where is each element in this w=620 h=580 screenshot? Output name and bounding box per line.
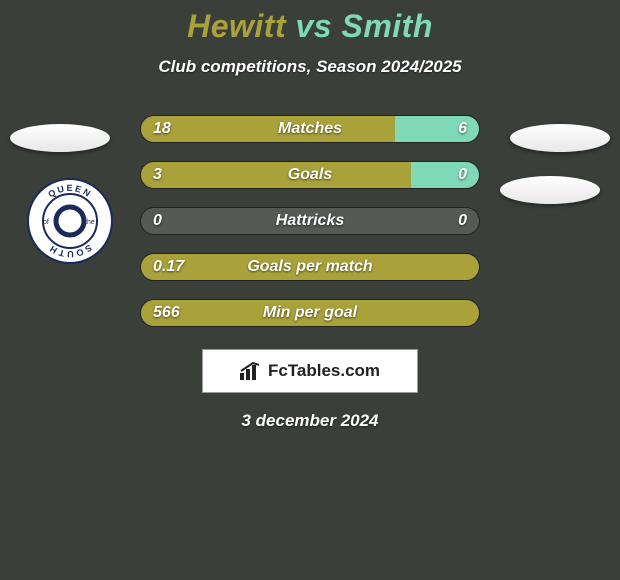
stat-value-left: 18: [153, 120, 171, 138]
stat-fill-right: [411, 162, 479, 188]
stat-value-left: 566: [153, 304, 180, 322]
comparison-title: Hewitt vs Smith: [0, 8, 620, 45]
stat-fill-left: [141, 116, 395, 142]
stat-value-right: 6: [458, 120, 467, 138]
stat-row: 18 6 Matches: [140, 115, 480, 143]
stat-label: Hattricks: [276, 212, 344, 230]
stat-value-right: 0: [458, 212, 467, 230]
stat-fill-left: [141, 162, 411, 188]
subtitle: Club competitions, Season 2024/2025: [0, 57, 620, 77]
stat-label: Goals: [288, 166, 332, 184]
date-label: 3 december 2024: [0, 411, 620, 431]
brand-label: FcTables.com: [268, 361, 380, 381]
stat-value-right: 0: [458, 166, 467, 184]
stat-value-left: 0: [153, 212, 162, 230]
stat-label: Goals per match: [247, 258, 372, 276]
stat-row: 0 0 Hattricks: [140, 207, 480, 235]
stat-row: 0.17 Goals per match: [140, 253, 480, 281]
stat-row: 566 Min per goal: [140, 299, 480, 327]
vs-separator: vs: [296, 8, 333, 44]
chart-icon: [240, 362, 262, 380]
player2-name: Smith: [341, 8, 432, 44]
stat-label: Matches: [278, 120, 342, 138]
stat-value-left: 3: [153, 166, 162, 184]
stat-row: 3 0 Goals: [140, 161, 480, 189]
stat-label: Min per goal: [263, 304, 357, 322]
player1-name: Hewitt: [187, 8, 286, 44]
brand-badge: FcTables.com: [202, 349, 418, 393]
stat-rows-container: 18 6 Matches 3 0 Goals 0 0 Hattricks 0.17 Goals pe…: [0, 115, 620, 327]
stat-value-left: 0.17: [153, 258, 184, 276]
